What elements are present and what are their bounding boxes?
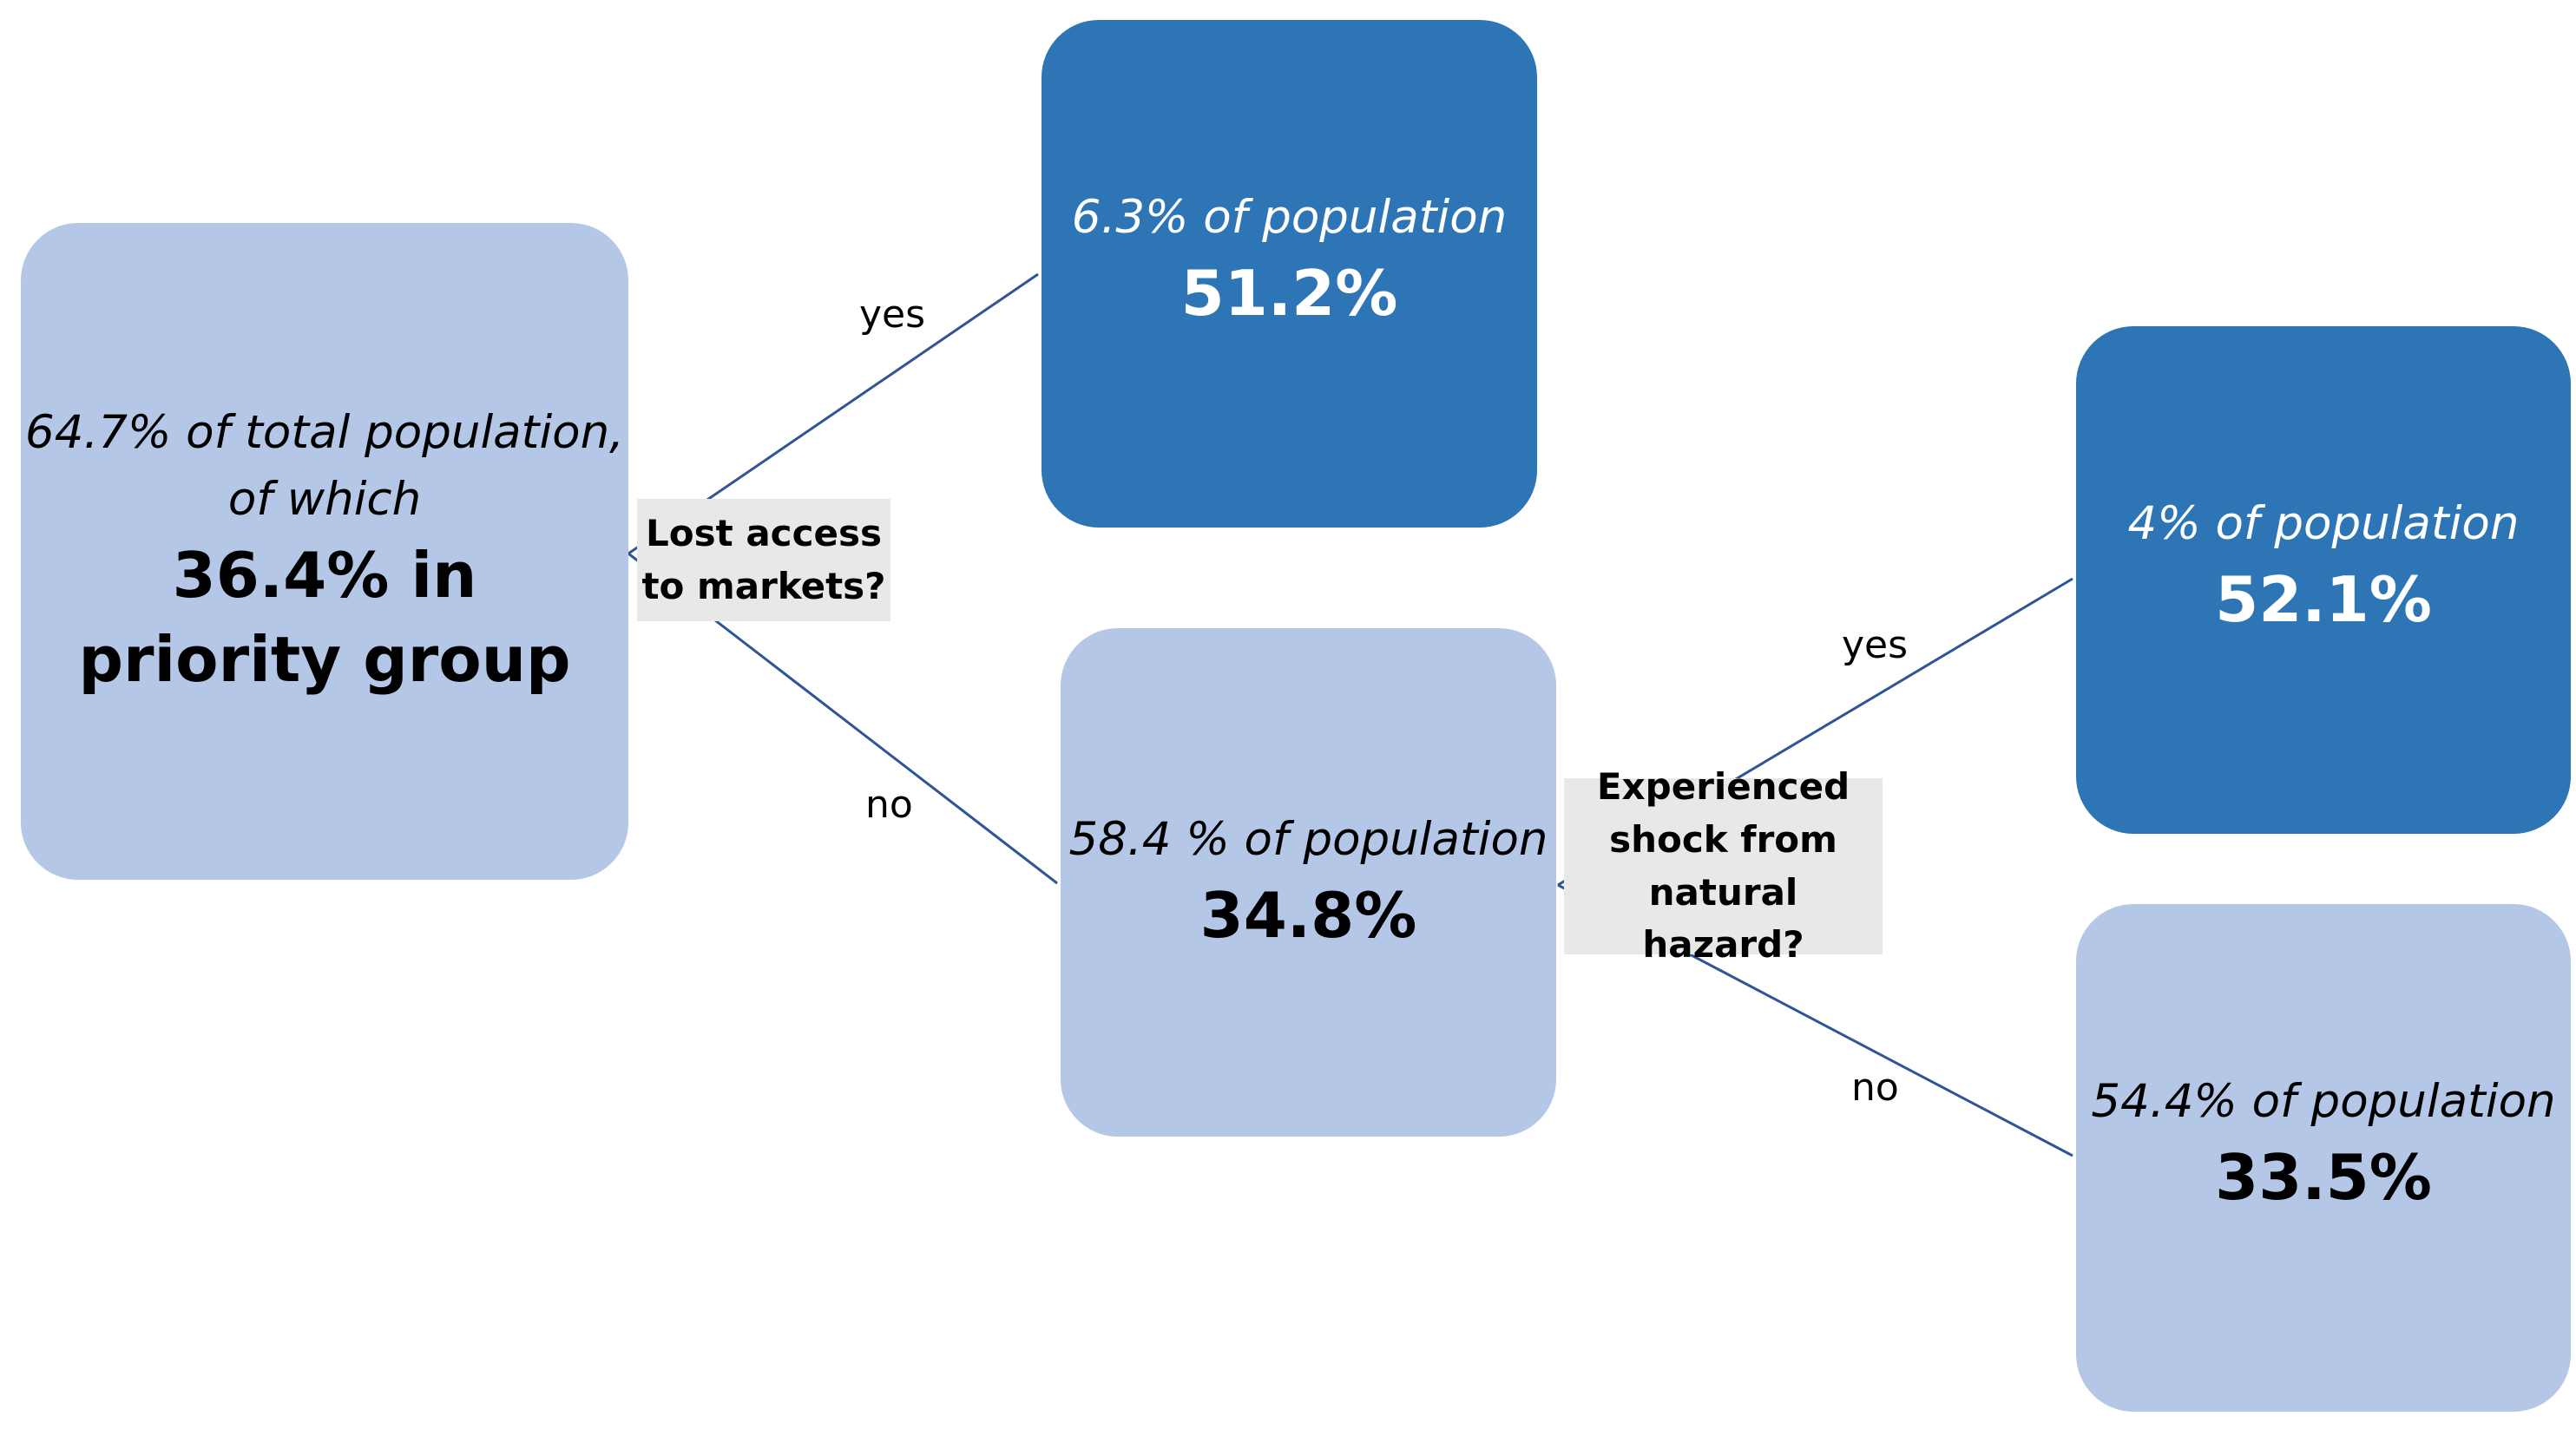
root-population-line1: 64.7% of total population, xyxy=(24,406,625,460)
shock-yes-population: 4% of population xyxy=(2127,497,2520,550)
markets-no-value: 34.8% xyxy=(1199,878,1417,952)
shock-no-value: 33.5% xyxy=(2215,1140,2432,1214)
node-lost-markets-yes: 6.3% of population 51.2% xyxy=(1042,20,1537,528)
root-priority-value: 36.4% in priority group xyxy=(78,539,571,697)
branch-label-yes-shock: yes xyxy=(1842,623,1909,667)
root-population-line2: of which xyxy=(227,473,422,527)
node-lost-markets-no: 58.4 % of population 34.8% xyxy=(1061,628,1556,1137)
decision1-line2: to markets? xyxy=(641,564,886,607)
node-shock-yes: 4% of population 52.1% xyxy=(2076,326,2571,834)
decision-shock-from-natural-hazard: Experienced shock from natural hazard? xyxy=(1564,765,1883,966)
branch-label-yes-markets: yes xyxy=(859,292,926,337)
root-node: 64.7% of total population, of which 36.4… xyxy=(21,223,628,880)
shock-yes-value: 52.1% xyxy=(2215,562,2432,636)
markets-no-population: 58.4 % of population xyxy=(1068,812,1548,866)
decision2-line3: natural hazard? xyxy=(1642,870,1804,967)
decision2-line1: Experienced xyxy=(1596,764,1850,808)
decision-lost-access-to-markets: Lost access to markets? xyxy=(637,499,890,621)
decision1-line1: Lost access xyxy=(646,511,882,554)
markets-yes-population: 6.3% of population xyxy=(1071,191,1508,244)
markets-yes-value: 51.2% xyxy=(1180,256,1398,330)
branch-label-no-shock: no xyxy=(1851,1065,1899,1110)
shock-no-population: 54.4% of population xyxy=(2091,1075,2556,1128)
branch-label-no-markets: no xyxy=(865,783,913,827)
decision2-line2: shock from xyxy=(1609,817,1837,861)
node-shock-no: 54.4% of population 33.5% xyxy=(2076,904,2571,1412)
